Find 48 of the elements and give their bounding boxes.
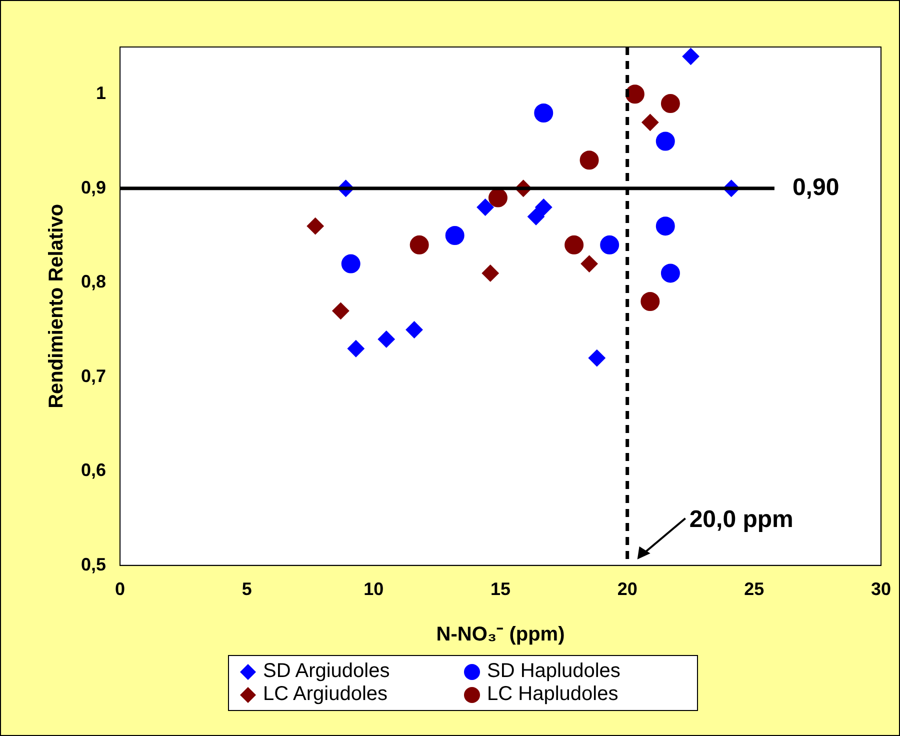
x-tick-label: 25 [744, 579, 764, 600]
point [332, 302, 350, 320]
point [306, 218, 324, 235]
y-tick-label: 0,5 [80, 554, 106, 574]
point [625, 84, 644, 104]
legend-label: SD Argiudoles [263, 660, 390, 683]
x-tick-label: 15 [490, 579, 511, 600]
y-tick-label: 1 [96, 83, 106, 104]
legend-label: SD Hapludoles [487, 660, 620, 683]
point [580, 150, 599, 170]
y-tick-label: 0,7 [80, 366, 106, 386]
point [656, 132, 675, 151]
y-tick-label: 0,6 [80, 460, 106, 480]
x-axis-title: N-NO₃⁻ (ppm) [436, 624, 565, 646]
point [378, 330, 395, 348]
x-tick-label: 0 [115, 579, 126, 600]
point [588, 350, 606, 367]
point [406, 321, 423, 338]
ref-line-label: 20,0 ppm [689, 506, 794, 534]
x-tick-label: 10 [364, 579, 384, 600]
point [600, 235, 620, 254]
y-tick-label: 0,9 [80, 177, 106, 198]
point [640, 292, 660, 311]
ref-line-label: 0,90 [792, 174, 840, 202]
point [445, 226, 464, 246]
point [488, 188, 508, 208]
point [476, 198, 494, 216]
point [482, 264, 499, 282]
y-axis-title: Rendimiento Relativo [46, 204, 68, 408]
x-tick-label: 30 [870, 579, 892, 600]
point [564, 235, 584, 254]
legend-label: LC Argiudoles [263, 683, 388, 706]
x-tick-label: 5 [242, 579, 252, 600]
point [660, 264, 680, 283]
point [535, 198, 552, 216]
x-tick-label: 20 [617, 579, 638, 600]
point [528, 208, 545, 226]
point [656, 216, 675, 236]
point [347, 340, 364, 358]
point [642, 114, 659, 131]
y-tick-label: 0,8 [80, 272, 106, 292]
point [410, 235, 429, 254]
point [580, 255, 598, 272]
legend-label: LC Hapludoles [487, 683, 618, 706]
point [341, 254, 360, 274]
point [660, 94, 680, 114]
point [534, 103, 554, 122]
point [682, 48, 700, 65]
